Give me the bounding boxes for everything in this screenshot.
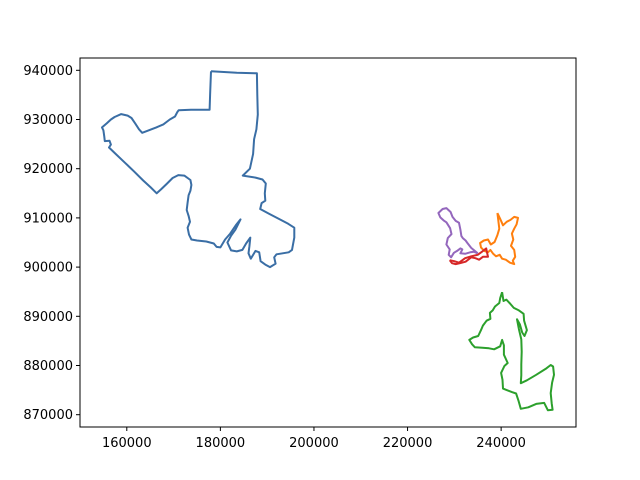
y-tick-label: 930000 [23, 113, 73, 128]
y-tick-label: 890000 [23, 310, 73, 325]
x-axis: 160000 180000 200000 220000 240000 [102, 427, 526, 451]
series-4-outline [448, 247, 489, 266]
y-tick-label: 910000 [23, 211, 73, 226]
x-tick-label: 200000 [289, 436, 339, 451]
y-axis: 870000 880000 890000 900000 910000 920000 9300… [23, 64, 80, 423]
x-tick-label: 240000 [476, 436, 526, 451]
series-2-outline [479, 212, 519, 266]
series-layer [101, 70, 555, 412]
series-1-outline [101, 70, 296, 269]
y-tick-label: 880000 [23, 359, 73, 374]
y-tick-label: 900000 [23, 261, 73, 276]
series-3-outline [468, 291, 555, 412]
y-tick-label: 920000 [23, 162, 73, 177]
x-tick-label: 220000 [383, 436, 433, 451]
y-tick-label: 870000 [23, 408, 73, 423]
plot-frame [79, 57, 577, 428]
series-5-outline [437, 207, 479, 259]
y-tick-label: 940000 [23, 64, 73, 79]
x-tick-label: 180000 [196, 436, 246, 451]
x-tick-label: 160000 [102, 436, 152, 451]
